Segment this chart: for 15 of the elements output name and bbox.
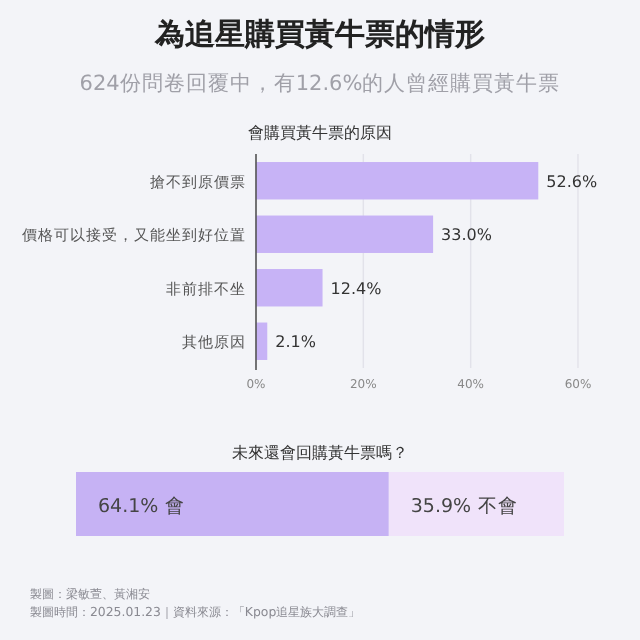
series-label: 會: [165, 494, 185, 518]
bar: [256, 215, 434, 253]
data-label: 52.6%: [546, 172, 598, 191]
bar: [256, 269, 323, 307]
data-label: 64.1%: [98, 496, 159, 518]
series-label: 不會: [477, 494, 518, 518]
data-label: 33.0%: [441, 226, 493, 245]
text: 624份問卷回覆中，有12.6%的人曾經購買黃牛票: [79, 70, 561, 96]
chart-title: 會購買黃牛票的原因: [248, 124, 392, 142]
bar: [256, 162, 539, 200]
text: 為追星購買黃牛票的情形: [153, 16, 485, 52]
data-label: 35.9%: [410, 496, 472, 518]
chart-title: 未來還會回購黃牛票嗎？: [232, 444, 408, 462]
data-label: 2.1%: [275, 333, 317, 352]
data-label: 12.4%: [330, 279, 383, 298]
